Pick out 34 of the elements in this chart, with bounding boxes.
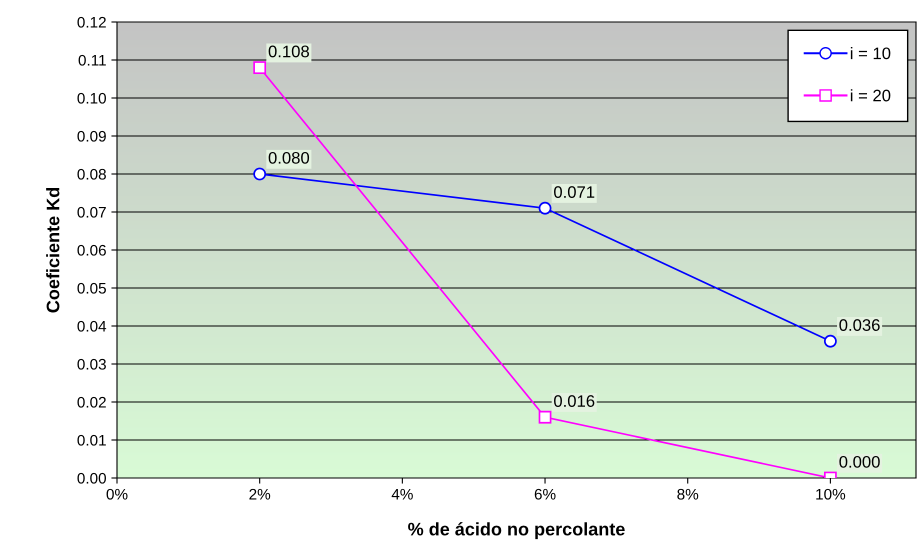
- point: [538, 202, 552, 215]
- legend-label: i = 10: [850, 47, 890, 60]
- x-tick-label: 6%: [534, 488, 556, 500]
- x-tick-label: 4%: [392, 488, 413, 500]
- point: [538, 410, 552, 424]
- x-axis-title: % de ácido no percolante: [408, 522, 625, 540]
- legend-label: i = 20: [850, 89, 890, 102]
- data-label: 0.016: [554, 395, 594, 407]
- y-axis-title: Coeficiente Kd: [46, 188, 60, 312]
- point: [824, 334, 837, 348]
- x-tick-label: 8%: [677, 488, 698, 500]
- data-label: 0.080: [268, 152, 310, 164]
- y-tick-label: 0.11: [78, 54, 106, 66]
- point: [253, 168, 266, 180]
- y-tick-label: 0.12: [77, 16, 106, 28]
- y-tick-label: 0.07: [77, 206, 106, 218]
- point: [253, 61, 266, 74]
- y-tick-label: 0.03: [77, 358, 106, 370]
- y-tick-label: 0.08: [77, 168, 106, 180]
- x-tick-label: 10%: [816, 488, 846, 500]
- x-tick-label: 0%: [106, 488, 128, 500]
- y-tick-label: 0.05: [77, 282, 106, 294]
- y-tick-label: 0.00: [77, 472, 106, 484]
- y-tick-label: 0.09: [77, 130, 106, 142]
- data-label: 0.036: [839, 319, 880, 331]
- y-tick-label: 0.10: [77, 92, 106, 104]
- data-label: 0.108: [268, 46, 309, 58]
- y-tick-label: 0.04: [77, 320, 106, 332]
- x-tick-label: 2%: [249, 488, 270, 500]
- y-tick-label: 0.02: [77, 396, 106, 408]
- data-label: 0.071: [554, 186, 594, 198]
- data-label: 0.000: [839, 456, 880, 468]
- y-tick-label: 0.06: [77, 244, 106, 256]
- y-tick-label: 0.01: [77, 434, 106, 446]
